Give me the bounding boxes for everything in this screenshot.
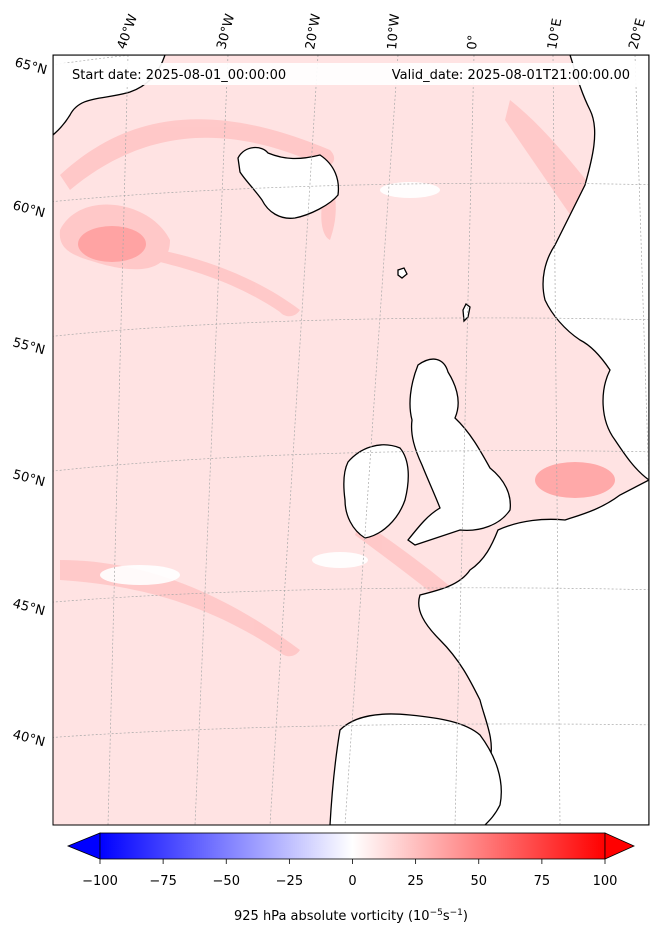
colorbar-label-exp2: −1 <box>450 908 463 918</box>
colorbar-tick-label: 75 <box>534 874 551 889</box>
weak-vorticity-patch-atlantic <box>100 565 180 585</box>
colorbar-low-extension <box>66 832 101 860</box>
map-frame <box>52 54 650 826</box>
iceland-coast <box>237 146 340 219</box>
map-panel <box>53 55 649 825</box>
colorbar-tick-label: 25 <box>407 874 424 889</box>
iberia-coast <box>329 713 502 825</box>
graticule <box>53 55 649 825</box>
longitude-labels: 40°W 30°W 20°W 10°W 0° 10°E 20°E <box>115 12 649 51</box>
weak-vorticity-patch-north <box>380 182 440 198</box>
weak-vorticity-patch-biscay <box>312 552 368 568</box>
lat-label-50n: 50°N <box>11 467 47 490</box>
shetland-islands <box>462 303 471 323</box>
vorticity-streak-north <box>60 119 335 190</box>
colorbar-tick-label: 50 <box>470 874 487 889</box>
vorticity-core-west <box>78 226 146 262</box>
colorbar-tick-label: −50 <box>213 874 240 889</box>
scandinavia-coast <box>542 55 649 481</box>
lon-label-40w: 40°W <box>115 12 141 51</box>
header-banner <box>55 63 647 85</box>
colorbar-label-text: 925 hPa absolute vorticity (10 <box>234 909 430 924</box>
parallel-40N <box>53 723 649 738</box>
valid-date-label: Valid_date: 2025-08-01T21:00:00.00 <box>392 68 630 83</box>
lon-label-30w: 30°W <box>214 12 238 51</box>
vorticity-streak-mid <box>160 250 300 317</box>
colorbar-tick-label: −25 <box>276 874 303 889</box>
parallel-65N <box>53 55 134 66</box>
parallel-45N <box>53 587 649 603</box>
colorbar-label-exp1: −5 <box>430 908 443 918</box>
land-masses <box>53 55 649 825</box>
ireland-coast <box>343 444 409 539</box>
meridian-10W <box>344 55 399 825</box>
colorbar-gradient <box>99 832 606 860</box>
colorbar-label-mid: s <box>443 909 450 924</box>
colorbar: −100 −75 −50 −25 0 25 50 75 100 925 hPa absolute… <box>66 832 635 924</box>
vorticity-core-france <box>535 462 615 498</box>
faroe-islands <box>397 267 408 279</box>
colorbar-tick-label: −75 <box>149 874 176 889</box>
start-date-label: Start date: 2025-08-01_00:00:00 <box>72 68 286 83</box>
lat-label-45n: 45°N <box>11 596 47 619</box>
lat-label-65n: 65°N <box>13 55 49 78</box>
lon-label-20w: 20°W <box>303 13 324 51</box>
colorbar-label: 925 hPa absolute vorticity (10−5s−1) <box>234 908 468 924</box>
parallel-55N <box>53 317 649 337</box>
meridian-30W <box>194 55 229 825</box>
lat-label-60n: 60°N <box>11 198 47 221</box>
meridian-20E <box>634 55 649 497</box>
lat-label-55n: 55°N <box>11 335 47 358</box>
lat-label-40n: 40°N <box>11 727 47 750</box>
great-britain-coast <box>407 358 511 546</box>
vorticity-band-southwest <box>60 560 300 657</box>
parallel-50N <box>53 450 649 472</box>
meridian-20W <box>269 55 319 825</box>
lon-label-0: 0° <box>465 34 481 50</box>
meridian-0 <box>454 55 475 825</box>
meridian-10E <box>552 55 561 825</box>
colorbar-label-end: ) <box>463 909 468 924</box>
meridian-40W <box>107 55 129 825</box>
colorbar-tick-label: −100 <box>82 874 118 889</box>
lon-label-10w: 10°W <box>385 13 403 50</box>
vorticity-field-lows <box>100 182 440 585</box>
colorbar-tick-label: 0 <box>348 874 356 889</box>
latitude-labels: 65°N 60°N 55°N 50°N 45°N 40°N <box>11 55 49 750</box>
parallel-60N <box>53 182 649 202</box>
lon-label-20e: 20°E <box>626 17 649 51</box>
colorbar-tick-label: 100 <box>593 874 618 889</box>
vorticity-streak-icelandic <box>300 140 336 240</box>
continental-europe-coast <box>418 479 649 825</box>
colorbar-high-extension <box>604 832 635 860</box>
lon-label-10e: 10°E <box>545 17 565 50</box>
colorbar-ticks: −100 −75 −50 −25 0 25 50 75 100 <box>82 859 617 889</box>
